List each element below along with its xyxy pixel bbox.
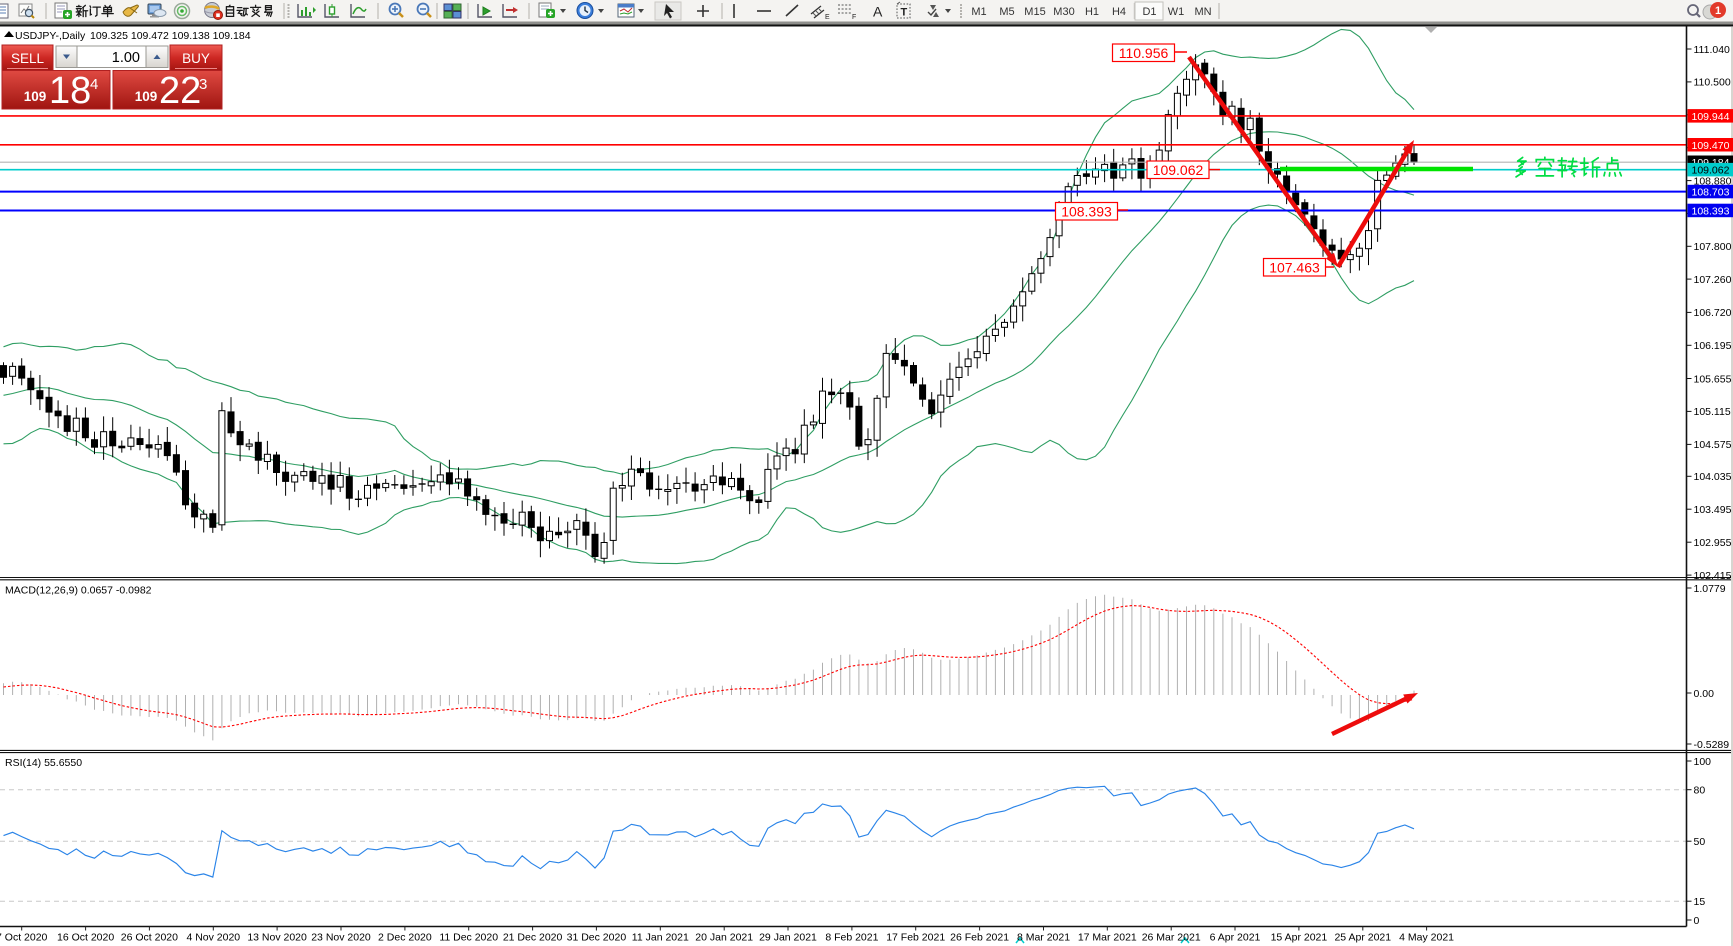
svg-text:4 May 2021: 4 May 2021: [1399, 932, 1454, 944]
svg-text:7 Oct 2020: 7 Oct 2020: [0, 932, 48, 944]
svg-text:0.00: 0.00: [1694, 688, 1715, 700]
svg-text:1.0779: 1.0779: [1694, 583, 1726, 595]
svg-text:23 Nov 2020: 23 Nov 2020: [311, 932, 371, 944]
svg-text:15 Apr 2021: 15 Apr 2021: [1271, 932, 1328, 944]
svg-text:104.035: 104.035: [1694, 471, 1732, 483]
svg-text:E: E: [825, 14, 830, 21]
svg-text:105.115: 105.115: [1694, 406, 1731, 418]
svg-text:106.720: 106.720: [1694, 307, 1732, 319]
svg-text:4: 4: [90, 76, 98, 93]
svg-text:17 Mar 2021: 17 Mar 2021: [1078, 932, 1137, 944]
svg-text:31 Dec 2020: 31 Dec 2020: [567, 932, 627, 944]
svg-text:111.040: 111.040: [1694, 44, 1731, 56]
svg-text:22: 22: [159, 70, 201, 112]
svg-text:W1: W1: [1168, 6, 1185, 18]
svg-text:MACD(12,26,9) 0.0657 -0.0982: MACD(12,26,9) 0.0657 -0.0982: [5, 585, 152, 597]
svg-text:103.495: 103.495: [1694, 504, 1732, 516]
svg-text:108.880: 108.880: [1694, 175, 1732, 187]
svg-text:13 Nov 2020: 13 Nov 2020: [247, 932, 307, 944]
svg-text:1: 1: [1715, 5, 1721, 17]
svg-text:107.800: 107.800: [1694, 241, 1732, 253]
svg-text:8 Mar 2021: 8 Mar 2021: [1017, 932, 1070, 944]
svg-text:109: 109: [135, 89, 158, 104]
svg-text:25 Apr 2021: 25 Apr 2021: [1334, 932, 1391, 944]
svg-text:-0.5289: -0.5289: [1694, 739, 1730, 751]
svg-text:1.00: 1.00: [112, 50, 140, 66]
svg-text:0: 0: [1694, 915, 1700, 927]
svg-text:108.393: 108.393: [1061, 204, 1112, 220]
svg-text:106.195: 106.195: [1694, 340, 1732, 352]
svg-text:109: 109: [24, 89, 47, 104]
svg-text:104.575: 104.575: [1694, 439, 1732, 451]
svg-text:BUY: BUY: [182, 51, 210, 66]
svg-text:USDJPY-,Daily: USDJPY-,Daily: [15, 30, 86, 42]
svg-text:H4: H4: [1112, 6, 1126, 18]
svg-text:102.415: 102.415: [1694, 570, 1732, 582]
svg-text:29 Jan 2021: 29 Jan 2021: [759, 932, 817, 944]
svg-text:H1: H1: [1085, 6, 1099, 18]
svg-text:4 Nov 2020: 4 Nov 2020: [186, 932, 240, 944]
svg-text:11 Dec 2020: 11 Dec 2020: [439, 932, 498, 944]
svg-text:RSI(14) 55.6550: RSI(14) 55.6550: [5, 757, 82, 769]
svg-text:18: 18: [49, 70, 91, 112]
svg-text:A: A: [873, 4, 883, 20]
svg-text:26 Oct 2020: 26 Oct 2020: [121, 932, 178, 944]
svg-text:26 Feb 2021: 26 Feb 2021: [950, 932, 1009, 944]
svg-text:M15: M15: [1024, 6, 1045, 18]
svg-text:110.500: 110.500: [1694, 77, 1731, 89]
svg-text:8 Feb 2021: 8 Feb 2021: [825, 932, 878, 944]
svg-text:M5: M5: [999, 6, 1014, 18]
svg-text:50: 50: [1694, 836, 1706, 848]
svg-text:26 Mar 2021: 26 Mar 2021: [1142, 932, 1201, 944]
svg-text:6 Apr 2021: 6 Apr 2021: [1210, 932, 1261, 944]
svg-text:105.655: 105.655: [1694, 373, 1732, 385]
svg-text:M30: M30: [1053, 6, 1074, 18]
svg-text:21 Dec 2020: 21 Dec 2020: [503, 932, 563, 944]
svg-text:109.470: 109.470: [1692, 140, 1730, 152]
svg-text:3: 3: [199, 76, 207, 93]
svg-text:11 Jan 2021: 11 Jan 2021: [632, 932, 689, 944]
svg-text:109.062: 109.062: [1153, 162, 1204, 178]
svg-text:108.703: 108.703: [1692, 187, 1730, 199]
svg-text:109.944: 109.944: [1692, 111, 1730, 123]
svg-text:16 Oct 2020: 16 Oct 2020: [57, 932, 114, 944]
svg-text:MN: MN: [1194, 6, 1211, 18]
svg-text:80: 80: [1694, 785, 1706, 797]
svg-text:109.062: 109.062: [1692, 165, 1730, 177]
svg-text:107.463: 107.463: [1269, 260, 1320, 276]
svg-text:15: 15: [1694, 896, 1706, 908]
svg-text:107.260: 107.260: [1694, 274, 1732, 286]
svg-text:108.393: 108.393: [1692, 206, 1730, 218]
svg-text:100: 100: [1694, 756, 1712, 768]
svg-text:110.956: 110.956: [1119, 45, 1169, 61]
svg-text:T: T: [901, 7, 908, 19]
svg-text:F: F: [852, 14, 856, 21]
svg-text:D1: D1: [1142, 6, 1156, 18]
svg-text:SELL: SELL: [11, 51, 45, 66]
svg-text:2 Dec 2020: 2 Dec 2020: [378, 932, 432, 944]
svg-text:17 Feb 2021: 17 Feb 2021: [886, 932, 945, 944]
svg-text:109.325 109.472 109.138 109.18: 109.325 109.472 109.138 109.184: [90, 30, 251, 42]
svg-text:102.955: 102.955: [1694, 537, 1732, 549]
svg-text:M1: M1: [971, 6, 986, 18]
svg-text:20 Jan 2021: 20 Jan 2021: [695, 932, 753, 944]
